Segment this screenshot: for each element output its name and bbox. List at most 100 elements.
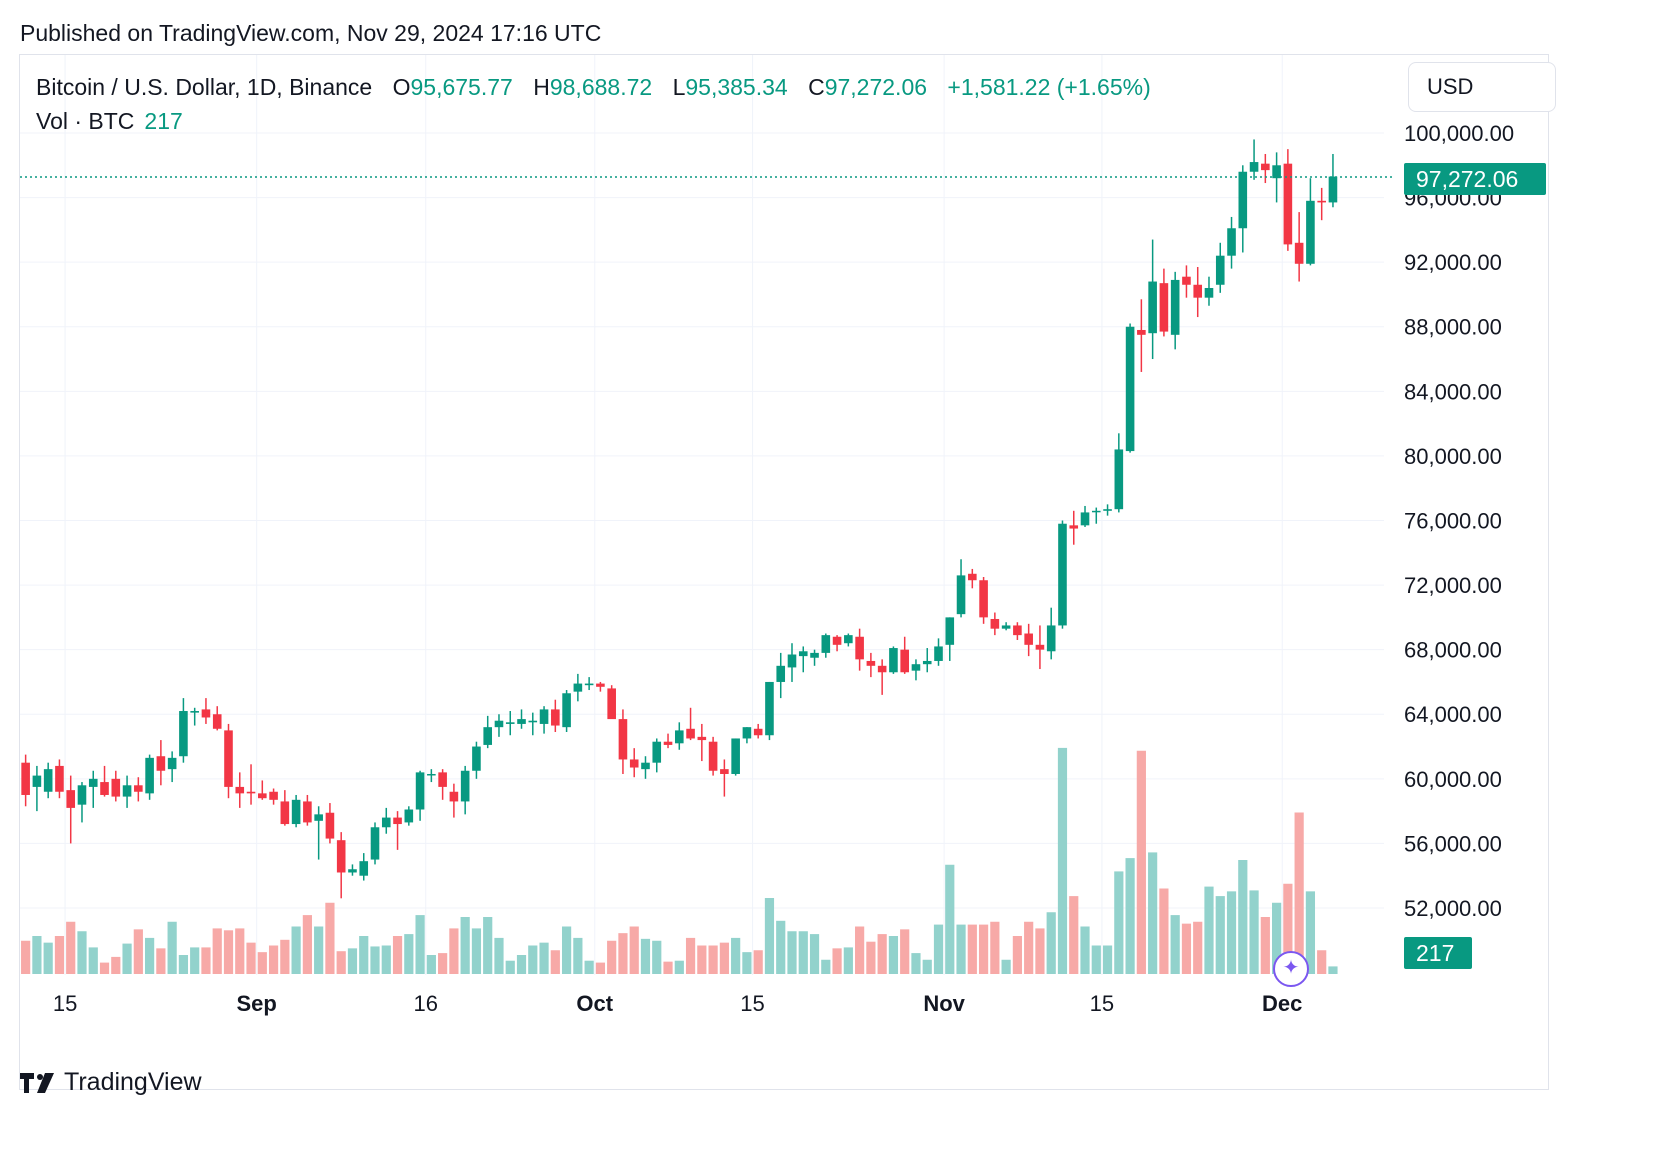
- candle-body: [32, 775, 42, 787]
- sparkle-icon[interactable]: ✦: [1273, 951, 1309, 987]
- volume-bar: [483, 917, 493, 974]
- volume-bar: [1294, 812, 1304, 974]
- symbol-title[interactable]: Bitcoin / U.S. Dollar, 1D, Binance: [36, 74, 373, 100]
- volume-value: 217: [144, 108, 183, 134]
- volume-bar: [877, 934, 887, 974]
- volume-bar: [697, 945, 707, 974]
- candle-body: [889, 648, 898, 673]
- candle-body: [325, 812, 335, 839]
- candlestick-chart[interactable]: 52,000.00 56,000.00 60,000.00 64,000.00 68,0…: [20, 55, 1550, 1087]
- high-value: 98,688.72: [549, 74, 653, 100]
- volume-bar: [855, 926, 865, 974]
- candle-body: [731, 738, 740, 774]
- candle-body: [190, 711, 199, 713]
- volume-bar: [1125, 858, 1135, 974]
- candle-body: [1182, 276, 1191, 285]
- y-tick-label: 88,000.00: [1404, 315, 1502, 340]
- candle-body: [111, 778, 121, 797]
- candle-body: [641, 762, 650, 770]
- volume-bar: [1305, 891, 1316, 974]
- volume-bar: [753, 950, 763, 974]
- candle-body: [66, 790, 76, 808]
- volume-bar: [1046, 912, 1056, 974]
- volume-bar: [978, 924, 989, 974]
- candle-body: [753, 728, 763, 736]
- candle-body: [686, 728, 695, 739]
- candle-body: [562, 693, 571, 728]
- candle-body: [1114, 449, 1124, 510]
- candle-body: [212, 714, 222, 729]
- candle-body: [1024, 633, 1033, 645]
- x-tick-label: Sep: [236, 991, 276, 1016]
- volume-bar: [415, 915, 425, 974]
- volume-label[interactable]: Vol · BTC: [36, 108, 135, 134]
- volume-bar: [595, 962, 606, 974]
- volume-bar: [32, 936, 42, 974]
- volume-bar: [1215, 896, 1225, 974]
- candle-body: [528, 720, 538, 723]
- candle-body: [956, 575, 966, 615]
- volume-bar: [1249, 890, 1259, 974]
- candle-body: [798, 651, 808, 657]
- candle-body: [674, 730, 684, 744]
- candle-body: [1227, 228, 1236, 256]
- candle-body: [1272, 165, 1281, 179]
- y-tick-label: 68,000.00: [1404, 638, 1502, 663]
- candle-body: [145, 757, 154, 794]
- volume-bar: [66, 921, 76, 974]
- volume-bar: [933, 924, 944, 974]
- candle-body: [539, 709, 549, 724]
- last-volume-tag: 217: [1404, 937, 1472, 969]
- candle-body: [1261, 163, 1270, 171]
- candle-body: [866, 660, 876, 666]
- candle-body: [156, 756, 166, 771]
- currency-button[interactable]: USD: [1408, 62, 1556, 112]
- volume-bar: [584, 960, 594, 974]
- volume-bar: [787, 931, 797, 974]
- candle-body: [348, 869, 357, 873]
- candle-body: [900, 649, 909, 673]
- candle-body: [336, 840, 346, 873]
- volume-bar: [911, 953, 921, 974]
- y-tick-label: 60,000.00: [1404, 767, 1502, 792]
- volume-bar: [88, 947, 98, 974]
- volume-bar: [1204, 886, 1214, 974]
- volume-bar: [832, 948, 842, 974]
- candle-body: [314, 814, 323, 821]
- volume-bar: [1181, 923, 1192, 974]
- x-tick-label: 15: [1090, 991, 1114, 1016]
- volume-bar: [1114, 871, 1124, 974]
- volume-bar: [550, 950, 560, 974]
- tradingview-logo[interactable]: TradingView: [20, 1068, 202, 1097]
- volume-bar: [607, 940, 617, 974]
- candle-body: [708, 741, 718, 771]
- candle-body: [258, 793, 267, 799]
- volume-bar: [685, 937, 696, 974]
- volume-bar: [246, 942, 256, 974]
- volume-bar: [967, 924, 977, 974]
- candle-body: [618, 719, 628, 760]
- candle-body: [720, 769, 729, 774]
- candle-body: [844, 635, 853, 644]
- chart-frame: [19, 54, 1549, 1090]
- candle-body: [517, 719, 526, 724]
- y-tick-label: 100,000.00: [1404, 121, 1514, 146]
- low-value: 95,385.34: [685, 74, 788, 100]
- candle-body: [370, 827, 380, 860]
- volume-bar: [1238, 860, 1248, 974]
- candle-body: [1317, 200, 1326, 203]
- candle-body: [1306, 200, 1315, 264]
- volume-bar: [1024, 921, 1034, 974]
- candle-body: [483, 727, 493, 745]
- candle-body: [629, 759, 639, 768]
- volume-bar: [674, 960, 684, 974]
- candle-body: [1080, 512, 1090, 526]
- volume-bar: [1328, 966, 1338, 974]
- volume-bar: [1001, 959, 1011, 974]
- volume-bar: [708, 945, 718, 974]
- candle-body: [122, 785, 132, 797]
- volume-bar: [956, 924, 966, 974]
- change-value: +1,581.22 (+1.65%): [947, 74, 1151, 100]
- candle-body: [393, 817, 402, 825]
- candle-body: [1215, 255, 1225, 285]
